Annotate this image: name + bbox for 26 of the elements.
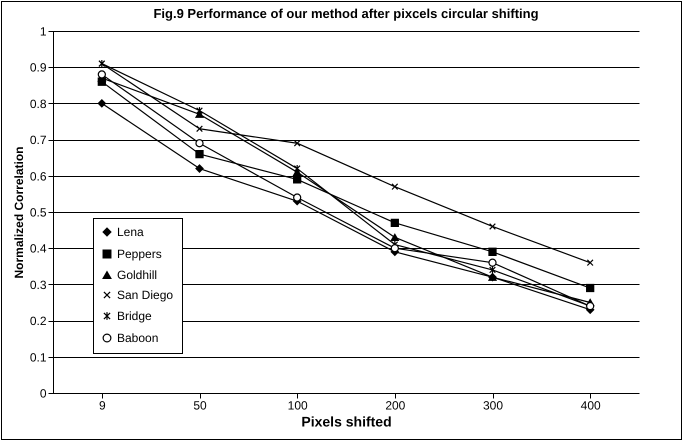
y-tick-label: 0 — [40, 386, 47, 400]
x-tick-label: 400 — [580, 398, 601, 412]
y-tick-label: 0.2 — [30, 314, 47, 328]
legend-label: Baboon — [117, 331, 158, 345]
legend-label: Lena — [117, 225, 144, 239]
legend-label: Bridge — [117, 309, 152, 323]
y-tick-label: 1 — [40, 24, 47, 38]
legend-label: San Diego — [117, 288, 174, 302]
y-tick-label: 0.7 — [30, 133, 47, 148]
x-tick-label: 50 — [193, 398, 207, 412]
x-tick-label: 200 — [385, 398, 406, 412]
legend-label: Goldhill — [117, 268, 158, 282]
y-tick-label: 0.6 — [30, 169, 47, 184]
y-tick-label: 0.9 — [30, 60, 47, 75]
x-tick-label: 9 — [98, 398, 106, 412]
chart-title: Fig.9 Performance of our method after pixcels circular shifting — [153, 6, 539, 21]
x-axis-title: Pixels shifted — [301, 414, 392, 430]
y-tick-label: 0.1 — [30, 350, 47, 364]
y-tick-label: 0.5 — [30, 206, 47, 220]
x-tick-label: 100 — [288, 398, 308, 412]
y-axis-title: Normalized Correlation — [12, 146, 26, 279]
y-tick-label: 0.3 — [30, 278, 47, 292]
y-tick-label: 0.8 — [30, 96, 47, 111]
x-tick-label: 300 — [482, 398, 504, 412]
legend-label: Peppers — [117, 247, 162, 261]
y-tick-label: 0.4 — [30, 242, 47, 256]
